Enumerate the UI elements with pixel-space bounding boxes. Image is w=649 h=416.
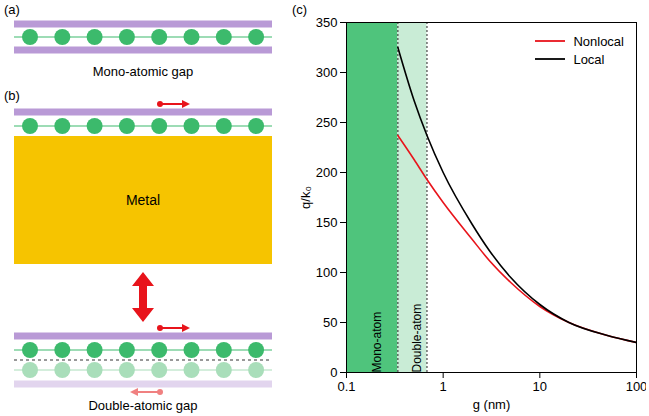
svg-text:1: 1 xyxy=(440,379,447,394)
svg-text:q/k₀: q/k₀ xyxy=(298,186,313,209)
html-text:(c): (c) xyxy=(292,2,308,17)
svg-text:g (nm): g (nm) xyxy=(473,397,511,412)
svg-text:Mono-atomic gap: Mono-atomic gap xyxy=(93,64,193,79)
svg-text:100: 100 xyxy=(316,265,338,280)
svg-text:150: 150 xyxy=(316,215,338,230)
svg-text:Double-atom: Double-atom xyxy=(410,304,424,373)
svg-text:100: 100 xyxy=(626,379,646,394)
svg-text:0.1: 0.1 xyxy=(337,379,355,394)
svg-text:Double-atomic gap: Double-atomic gap xyxy=(88,398,197,413)
svg-text:350: 350 xyxy=(316,15,338,30)
svg-text:Metal: Metal xyxy=(126,192,160,208)
html-text:Nonlocal: Nonlocal xyxy=(573,33,624,49)
svg-text:(b): (b) xyxy=(4,88,20,103)
svg-text:50: 50 xyxy=(323,315,337,330)
svg-text:(a): (a) xyxy=(4,2,20,17)
svg-text:0: 0 xyxy=(330,365,337,380)
svg-text:250: 250 xyxy=(316,115,338,130)
svg-text:Mono-atom: Mono-atom xyxy=(370,312,384,373)
svg-text:10: 10 xyxy=(533,379,547,394)
html-text:Local: Local xyxy=(573,51,605,67)
svg-text:300: 300 xyxy=(316,65,338,80)
svg-text:200: 200 xyxy=(316,165,338,180)
